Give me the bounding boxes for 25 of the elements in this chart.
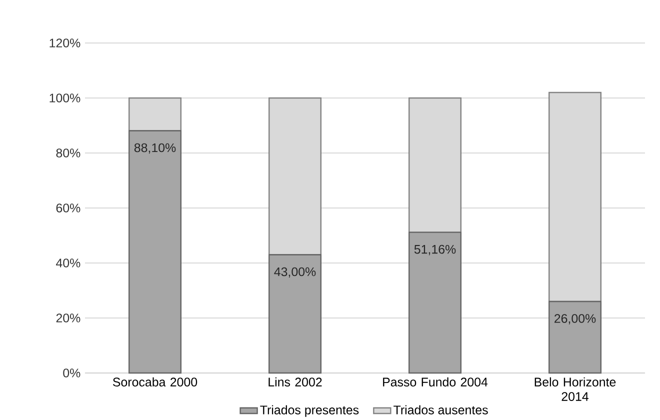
y-tick-label: 20% [56,314,80,322]
y-tick-label: 80% [56,148,80,158]
bar [128,97,182,132]
data-label: 26,00% [554,314,596,324]
y-tick-label: 100% [50,94,80,102]
bar [548,92,602,302]
data-label: 88,10% [134,143,176,154]
bar [268,97,322,256]
y-tick-label: 60% [56,204,80,212]
bar [408,97,462,233]
data-label: 43,00% [274,267,316,278]
x-tick-label: Belo Horizonte 2014 [534,377,616,401]
bar [268,254,322,374]
y-tick-label: 40% [56,258,80,268]
y-tick-label: 0% [63,368,80,378]
bar [408,232,462,374]
y-tick-label: 120% [50,38,80,48]
x-tick-label: Sorocaba 2000 [112,377,198,386]
bar [128,130,182,374]
legend-label: Triados presentes [260,405,359,417]
legend-label: Triados ausentes [394,405,488,414]
bar [548,300,602,374]
data-label: 51,16% [414,244,456,256]
x-tick-label: Lins 2002 [268,377,322,386]
x-tick-label: Passo Fundo 2004 [383,377,488,386]
